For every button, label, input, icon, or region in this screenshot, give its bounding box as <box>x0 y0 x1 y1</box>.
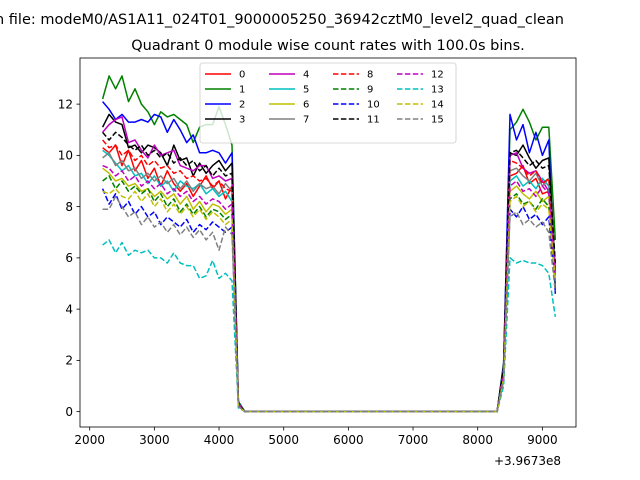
series-line-14 <box>102 187 557 413</box>
legend-label-1: 1 <box>239 85 245 96</box>
x-tick-label: 4000 <box>204 433 235 447</box>
y-tick-label: 8 <box>65 200 73 214</box>
legend-label-5: 5 <box>303 85 309 96</box>
figure-suptitle: n file: modeM0/AS1A11_024T01_9000005250_… <box>0 12 564 28</box>
legend-label-6: 6 <box>303 100 309 111</box>
legend-label-3: 3 <box>239 115 245 126</box>
legend-label-2: 2 <box>239 100 245 111</box>
x-tick-label: 5000 <box>268 433 299 447</box>
legend-label-10: 10 <box>367 100 380 111</box>
legend-label-7: 7 <box>303 115 309 126</box>
x-tick-label: 9000 <box>527 433 558 447</box>
axes-frame <box>79 57 577 428</box>
legend-label-8: 8 <box>367 70 373 81</box>
x-tick-label: 6000 <box>333 433 364 447</box>
legend-label-14: 14 <box>431 100 444 111</box>
legend-label-12: 12 <box>431 70 444 81</box>
x-tick-label: 7000 <box>398 433 429 447</box>
chart-title: Quadrant 0 module wise count rates with … <box>131 38 525 54</box>
legend-label-15: 15 <box>431 115 444 126</box>
legend-label-13: 13 <box>431 85 444 96</box>
y-tick-label: 10 <box>58 149 73 163</box>
legend-label-0: 0 <box>239 70 245 81</box>
legend-label-9: 9 <box>367 85 373 96</box>
legend-label-11: 11 <box>367 115 380 126</box>
x-offset-label: +3.9673e8 <box>494 454 561 468</box>
y-tick-label: 6 <box>65 251 73 265</box>
plot-area: 2000 3000 4000 5000 6000 7000 8000 900002468101… <box>58 57 577 447</box>
y-tick-label: 2 <box>65 354 73 368</box>
x-tick-label: 8000 <box>462 433 493 447</box>
x-tick-label: 2000 <box>74 433 105 447</box>
series-line-15 <box>102 195 557 413</box>
y-tick-label: 0 <box>65 405 73 419</box>
legend-box <box>199 62 457 144</box>
y-tick-label: 4 <box>65 302 73 316</box>
y-tick-label: 12 <box>58 97 73 111</box>
legend-label-4: 4 <box>303 70 309 81</box>
x-tick-label: 3000 <box>139 433 170 447</box>
